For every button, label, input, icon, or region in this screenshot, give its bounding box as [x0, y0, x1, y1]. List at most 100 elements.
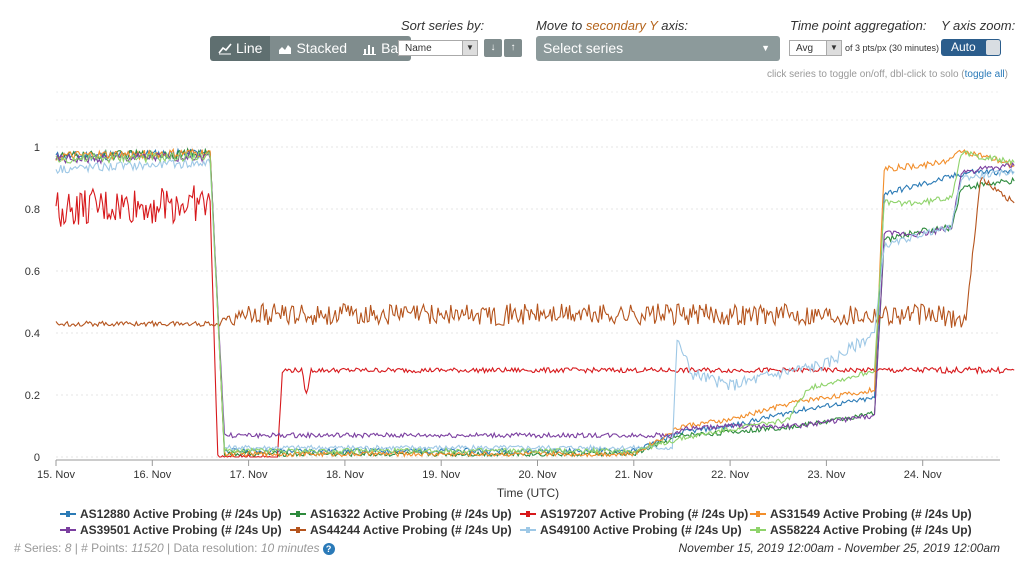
secondary-axis-label: Move to secondary Y axis: [536, 18, 688, 33]
legend-swatch [290, 527, 306, 533]
x-tick-label: 23. Nov [807, 469, 845, 481]
secondary-axis-placeholder: Select series [543, 40, 624, 56]
legend-swatch [60, 511, 76, 517]
legend-item[interactable]: AS49100 Active Probing (# /24s Up) [520, 523, 742, 537]
legend-item[interactable]: AS31549 Active Probing (# /24s Up) [750, 507, 972, 521]
aggregation-select-value: Avg [796, 43, 814, 54]
resolution-value: 10 minutes [260, 541, 320, 555]
chart-stats: # Series: 8 | # Points: 11520 | Data res… [14, 541, 335, 555]
points-count-label: | # Points: [71, 541, 132, 555]
legend-item[interactable]: AS12880 Active Probing (# /24s Up) [60, 507, 282, 521]
series-line[interactable] [55, 150, 1015, 455]
x-tick-label: 16. Nov [133, 469, 171, 481]
points-count: 11520 [131, 541, 164, 555]
series-line[interactable] [55, 177, 1015, 328]
legend-marker [66, 511, 70, 517]
legend-label: AS16322 Active Probing (# /24s Up) [310, 507, 512, 521]
arrow-up-icon: ↑ [510, 42, 516, 53]
legend-label: AS12880 Active Probing (# /24s Up) [80, 507, 282, 521]
series-line[interactable] [55, 158, 1015, 452]
legend-label: AS31549 Active Probing (# /24s Up) [770, 507, 972, 521]
area-chart-icon [279, 44, 292, 54]
series-line[interactable] [55, 185, 1015, 458]
chart-type-toggle: Line Stacked Bar [210, 36, 411, 61]
x-tick-label: 21. Nov [615, 469, 653, 481]
y-axis: 0 0.2 0.4 0.6 0.8 1 [25, 142, 40, 464]
chevron-down-icon: ▼ [826, 41, 841, 55]
series-line[interactable] [55, 147, 1015, 458]
x-tick-label: 24. Nov [904, 469, 942, 481]
x-tick-label: 17. Nov [230, 469, 268, 481]
legend-item[interactable]: AS44244 Active Probing (# /24s Up) [290, 523, 512, 537]
legend-marker [296, 511, 300, 517]
y-tick-label: 1 [34, 142, 40, 154]
series-hint-close: ) [1004, 69, 1008, 80]
stacked-chart-label: Stacked [296, 40, 348, 56]
zoom-label: Y axis zoom: [941, 18, 1016, 33]
chart-grid [56, 91, 1000, 458]
series-count-label: # Series: [14, 541, 65, 555]
x-tick-label: 18. Nov [326, 469, 364, 481]
secondary-axis-label-suffix: axis: [657, 18, 688, 33]
stacked-chart-button[interactable]: Stacked [270, 36, 356, 61]
toggle-knob [986, 40, 1000, 55]
x-tick-label: 19. Nov [422, 469, 460, 481]
x-tick-label: 22. Nov [711, 469, 749, 481]
series-count: 8 [64, 541, 72, 555]
arrow-down-icon: ↓ [490, 42, 496, 53]
legend-label: AS197207 Active Probing (# /24s Up) [540, 507, 749, 521]
resolution-label: | Data resolution: [163, 541, 261, 555]
x-axis: 15. Nov 16. Nov 17. Nov 18. Nov 19. Nov 20. N… [37, 459, 1000, 481]
legend-swatch [60, 527, 76, 533]
sort-ascending-button[interactable]: ↑ [504, 39, 522, 57]
chevron-down-icon: ▼ [761, 43, 770, 53]
y-tick-label: 0.6 [25, 266, 40, 278]
legend-swatch [750, 511, 766, 517]
secondary-axis-label-accent: secondary Y [585, 18, 658, 33]
bar-chart-icon [363, 44, 377, 55]
secondary-axis-label-prefix: Move to [536, 18, 586, 33]
series-line[interactable] [55, 147, 1015, 455]
secondary-axis-select[interactable]: Select series ▼ [536, 36, 780, 61]
series-hint: click series to toggle on/off, dbl-click… [767, 69, 1008, 80]
x-axis-title: Time (UTC) [497, 486, 559, 500]
legend-swatch [520, 511, 536, 517]
y-tick-label: 0.4 [25, 328, 40, 340]
series-hint-text: click series to toggle on/off, dbl-click… [766, 69, 965, 80]
legend-marker [756, 527, 760, 533]
aggregation-select[interactable]: Avg ▼ [789, 40, 842, 56]
legend-marker [526, 527, 530, 533]
y-tick-label: 0.2 [25, 390, 40, 402]
toggle-all-link[interactable]: toggle all [964, 69, 1005, 80]
legend-label: AS49100 Active Probing (# /24s Up) [540, 523, 742, 537]
help-icon[interactable]: ? [322, 542, 335, 555]
legend-marker [296, 527, 300, 533]
bar-chart-label: Bar [381, 40, 403, 56]
legend-label: AS39501 Active Probing (# /24s Up) [80, 523, 282, 537]
sort-descending-button[interactable]: ↓ [484, 39, 502, 57]
legend-swatch [750, 527, 766, 533]
line-chart-icon [218, 42, 232, 54]
chevron-down-icon: ▼ [462, 41, 477, 55]
y-zoom-toggle[interactable]: Auto [941, 39, 1001, 56]
legend-item[interactable]: AS58224 Active Probing (# /24s Up) [750, 523, 972, 537]
x-tick-label: 20. Nov [519, 469, 557, 481]
y-tick-label: 0 [34, 452, 40, 464]
series-line[interactable] [55, 147, 1015, 459]
line-chart-label: Line [236, 40, 263, 56]
legend-item[interactable]: AS16322 Active Probing (# /24s Up) [290, 507, 512, 521]
line-chart: 0 0.2 0.4 0.6 0.8 1 15. Nov 16. Nov 17. Nov 18. … [25, 91, 1015, 500]
legend-item[interactable]: AS197207 Active Probing (# /24s Up) [520, 507, 748, 521]
sort-select[interactable]: Name ▼ [398, 40, 478, 56]
legend-marker [526, 511, 530, 517]
y-tick-label: 0.8 [25, 204, 40, 216]
line-chart-button[interactable]: Line [210, 36, 271, 61]
legend-swatch [520, 527, 536, 533]
legend-item[interactable]: AS39501 Active Probing (# /24s Up) [60, 523, 282, 537]
time-range: November 15, 2019 12:00am - November 25,… [678, 541, 1000, 555]
legend-label: AS44244 Active Probing (# /24s Up) [310, 523, 512, 537]
legend-swatch [290, 511, 306, 517]
y-zoom-value: Auto [951, 40, 976, 54]
series-line[interactable] [55, 150, 1015, 440]
legend-label: AS58224 Active Probing (# /24s Up) [770, 523, 972, 537]
